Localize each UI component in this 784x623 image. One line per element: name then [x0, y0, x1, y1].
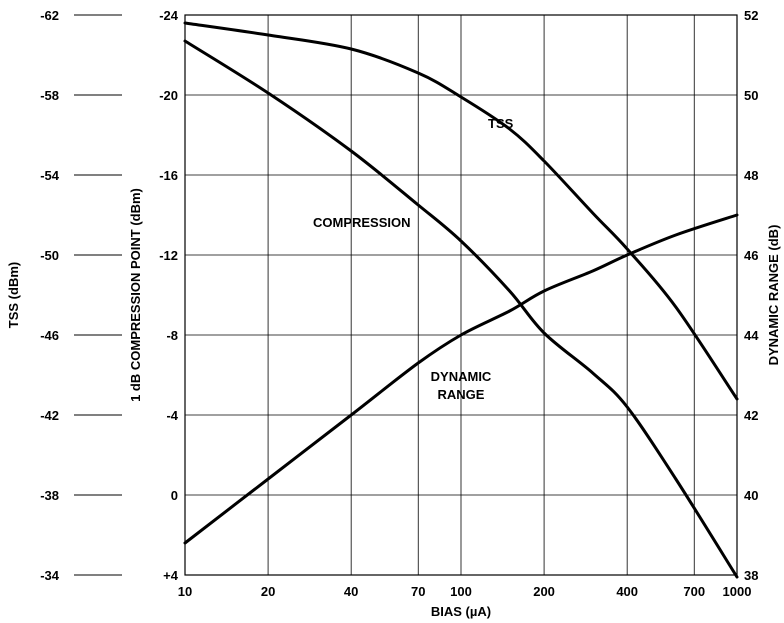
inner-left-tick-label: -24	[159, 8, 179, 23]
inner-left-tick-label: +4	[163, 568, 179, 583]
grid-layer	[184, 14, 738, 576]
dynamic-range-label-line1: DYNAMIC	[431, 369, 492, 384]
outer-left-axis-title: TSS (dBm)	[6, 262, 21, 328]
inner-left-tick-label: -20	[159, 88, 178, 103]
right-tick-label: 46	[744, 248, 758, 263]
outer-left-tick-label: -38	[40, 488, 59, 503]
x-tick-label: 100	[450, 584, 472, 599]
x-axis-title: BIAS (µA)	[431, 604, 491, 619]
inner-left-tick-label: -4	[166, 408, 178, 423]
inner-left-tick-label: -16	[159, 168, 178, 183]
outer-left-tick-label: -42	[40, 408, 59, 423]
tss-curve-label: TSS	[488, 116, 514, 131]
right-tick-label: 42	[744, 408, 758, 423]
x-tick-label: 200	[533, 584, 555, 599]
right-tick-label: 52	[744, 8, 758, 23]
tick-layer: 10 20 40 70 100 200 400 700 1000-24-20-16-12-8-4…	[40, 8, 759, 599]
right-tick-label: 38	[744, 568, 758, 583]
inner-left-tick-label: -8	[166, 328, 178, 343]
tss-curve	[183, 21, 739, 401]
right-axis-title: DYNAMIC RANGE (dB)	[766, 225, 781, 366]
x-tick-label: 70	[411, 584, 425, 599]
right-tick-label: 48	[744, 168, 758, 183]
dynamic-range-curve	[183, 213, 739, 545]
compression-curve	[183, 39, 739, 579]
inner-left-tick-label: 0	[171, 488, 178, 503]
x-tick-label: 1000	[723, 584, 752, 599]
dynamic-range-label-line2: RANGE	[438, 387, 485, 402]
inner-left-tick-label: -12	[159, 248, 178, 263]
right-tick-label: 44	[744, 328, 759, 343]
curve-layer	[183, 21, 739, 579]
compression-curve-label: COMPRESSION	[313, 215, 411, 230]
x-tick-label: 10	[178, 584, 192, 599]
x-tick-label: 700	[683, 584, 705, 599]
plot-frame	[184, 14, 738, 576]
outer-left-tick-label: -54	[40, 168, 60, 183]
outer-left-tick-label: -62	[40, 8, 59, 23]
x-tick-label: 400	[616, 584, 638, 599]
outer-left-tick-label: -34	[40, 568, 60, 583]
inner-left-axis-title: 1 dB COMPRESSION POINT (dBm)	[128, 188, 143, 402]
outer-left-tick-label: -50	[40, 248, 59, 263]
x-tick-label: 40	[344, 584, 358, 599]
x-tick-label: 20	[261, 584, 275, 599]
right-tick-label: 40	[744, 488, 758, 503]
outer-left-tick-label: -58	[40, 88, 59, 103]
outer-left-tick-label: -46	[40, 328, 59, 343]
right-tick-label: 50	[744, 88, 758, 103]
